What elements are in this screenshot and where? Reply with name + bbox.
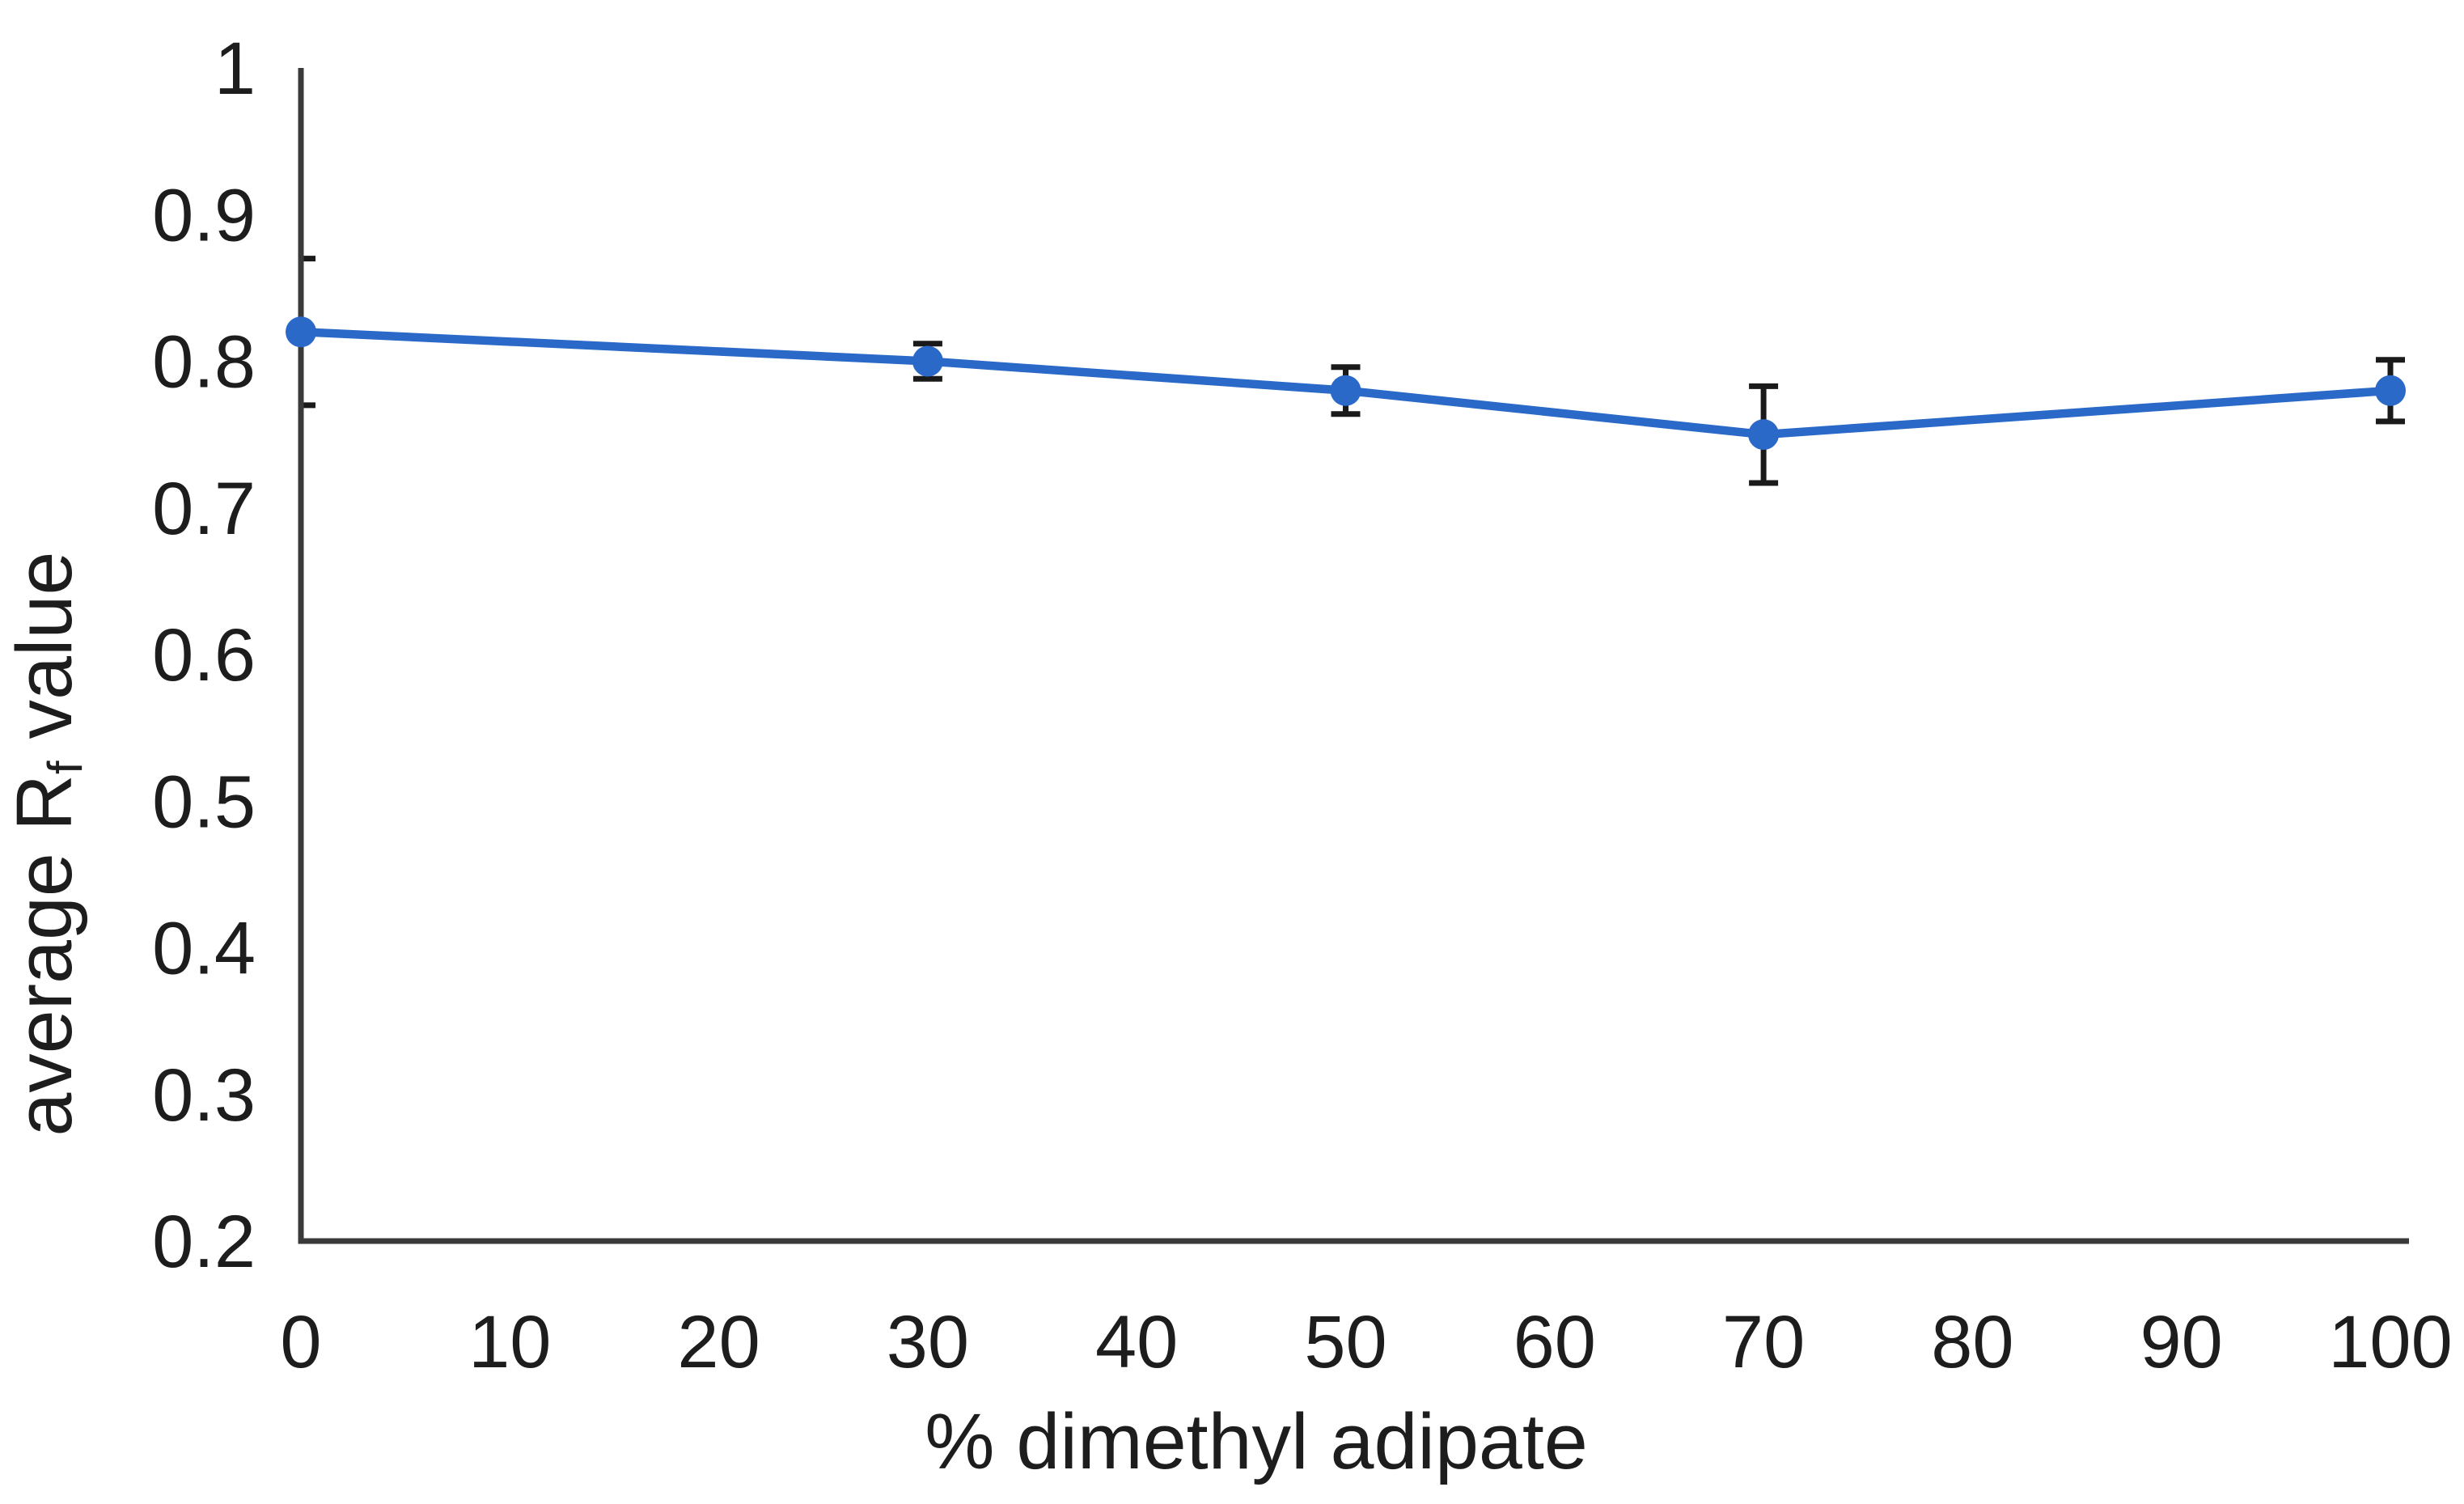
x-axis-title: % dimethyl adipate: [925, 1397, 1588, 1485]
x-tick-label: 60: [1514, 1301, 1596, 1383]
data-point-marker: [912, 345, 943, 377]
y-tick-label: 0.6: [152, 614, 256, 697]
y-tick-label: 0.7: [152, 468, 256, 550]
y-tick-label: 0.2: [152, 1201, 256, 1283]
y-axis-title-prefix: average R: [0, 774, 88, 1137]
data-point-marker: [2375, 375, 2406, 406]
y-tick-label: 1: [214, 28, 256, 110]
axis-lines: [298, 68, 2409, 1244]
y-tick-label: 0.3: [152, 1054, 256, 1137]
x-tick-label: 70: [1722, 1301, 1805, 1383]
x-tick-label: 40: [1095, 1301, 1178, 1383]
error-bar: [301, 256, 315, 409]
x-tick-label: 10: [468, 1301, 551, 1383]
y-tick-label: 0.9: [152, 174, 256, 256]
data-point-marker: [286, 316, 316, 348]
x-tick-label: 30: [887, 1301, 969, 1383]
y-tick-label: 0.5: [152, 760, 256, 843]
error-bars-layer: [301, 256, 2405, 486]
x-tick-label: 90: [2140, 1301, 2223, 1383]
y-axis-title-subscript: f: [38, 760, 93, 775]
x-tick-label: 100: [2328, 1301, 2453, 1383]
data-point-marker: [1748, 419, 1780, 451]
x-tick-label: 0: [280, 1301, 321, 1383]
y-tick-label: 0.4: [152, 908, 256, 990]
y-axis-title-suffix: value: [0, 551, 88, 761]
x-tick-label: 50: [1304, 1301, 1387, 1383]
x-tick-label: 80: [1931, 1301, 2013, 1383]
y-tick-label: 0.8: [152, 321, 256, 404]
y-axis-title: average Rf value: [0, 480, 114, 1208]
x-tick-label: 20: [677, 1301, 760, 1383]
data-point-marker: [1330, 375, 1361, 406]
